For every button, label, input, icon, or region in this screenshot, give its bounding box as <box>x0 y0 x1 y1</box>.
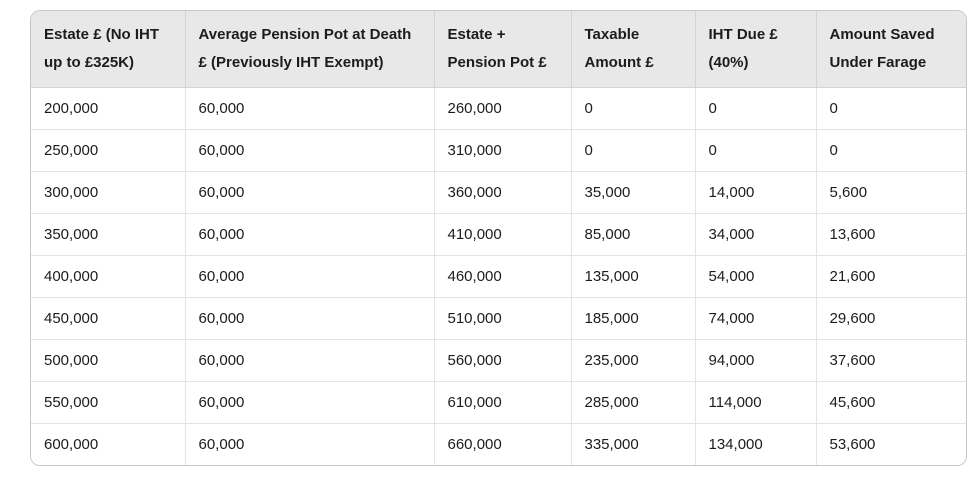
table-cell: 37,600 <box>816 339 966 382</box>
table-cell: 600,000 <box>31 423 186 465</box>
table-cell: 85,000 <box>571 213 696 256</box>
table-cell: 0 <box>695 87 817 130</box>
table-cell: 0 <box>695 129 817 172</box>
table-cell: 134,000 <box>695 423 817 465</box>
table-cell: 60,000 <box>185 297 435 340</box>
table-cell: 660,000 <box>434 423 572 465</box>
table-row: 400,000 60,000 460,000 135,000 54,000 21,600 <box>31 255 966 298</box>
table-cell: 114,000 <box>695 381 817 424</box>
table-cell: 235,000 <box>571 339 696 382</box>
table-cell: 360,000 <box>434 171 572 214</box>
table-cell: 60,000 <box>185 171 435 214</box>
table-cell: 60,000 <box>185 87 435 130</box>
table-cell: 94,000 <box>695 339 817 382</box>
table-cell: 410,000 <box>434 213 572 256</box>
table-cell: 500,000 <box>31 339 186 382</box>
table-cell: 60,000 <box>185 423 435 465</box>
column-header-0: Estate £ (No IHT up to £325K) <box>31 11 186 88</box>
table-header-row: Estate £ (No IHT up to £325K) Average Pen… <box>31 11 966 88</box>
table-cell: 14,000 <box>695 171 817 214</box>
iht-pension-table: Estate £ (No IHT up to £325K) Average Pen… <box>31 11 966 465</box>
table-cell: 510,000 <box>434 297 572 340</box>
table-cell: 53,600 <box>816 423 966 465</box>
table-cell: 54,000 <box>695 255 817 298</box>
table-cell: 135,000 <box>571 255 696 298</box>
table-cell: 0 <box>571 129 696 172</box>
table-cell: 610,000 <box>434 381 572 424</box>
table-cell: 5,600 <box>816 171 966 214</box>
column-header-4: IHT Due £ (40%) <box>695 11 817 88</box>
table-cell: 60,000 <box>185 339 435 382</box>
iht-pension-table-card: Estate £ (No IHT up to £325K) Average Pen… <box>30 10 967 466</box>
table-cell: 13,600 <box>816 213 966 256</box>
table-cell: 0 <box>816 129 966 172</box>
table-cell: 350,000 <box>31 213 186 256</box>
table-cell: 185,000 <box>571 297 696 340</box>
table-cell: 550,000 <box>31 381 186 424</box>
table-cell: 45,600 <box>816 381 966 424</box>
column-header-3: Taxable Amount £ <box>571 11 696 88</box>
table-cell: 74,000 <box>695 297 817 340</box>
table-cell: 400,000 <box>31 255 186 298</box>
table-cell: 560,000 <box>434 339 572 382</box>
table-row: 300,000 60,000 360,000 35,000 14,000 5,600 <box>31 171 966 214</box>
table-cell: 310,000 <box>434 129 572 172</box>
table-cell: 450,000 <box>31 297 186 340</box>
table-cell: 60,000 <box>185 255 435 298</box>
column-header-5: Amount Saved Under Farage <box>816 11 966 88</box>
table-cell: 300,000 <box>31 171 186 214</box>
table-cell: 60,000 <box>185 381 435 424</box>
table-cell: 29,600 <box>816 297 966 340</box>
table-cell: 21,600 <box>816 255 966 298</box>
table-cell: 34,000 <box>695 213 817 256</box>
table-cell: 0 <box>816 87 966 130</box>
column-header-1: Average Pension Pot at Death £ (Previous… <box>185 11 435 88</box>
table-cell: 0 <box>571 87 696 130</box>
table-cell: 285,000 <box>571 381 696 424</box>
column-header-2: Estate + Pension Pot £ <box>434 11 572 88</box>
table-row: 350,000 60,000 410,000 85,000 34,000 13,600 <box>31 213 966 256</box>
table-cell: 35,000 <box>571 171 696 214</box>
table-cell: 60,000 <box>185 213 435 256</box>
table-row: 450,000 60,000 510,000 185,000 74,000 29,600 <box>31 297 966 340</box>
table-cell: 335,000 <box>571 423 696 465</box>
table-row: 500,000 60,000 560,000 235,000 94,000 37,600 <box>31 339 966 382</box>
table-row: 550,000 60,000 610,000 285,000 114,000 45,600 <box>31 381 966 424</box>
table-row: 250,000 60,000 310,000 0 0 0 <box>31 129 966 172</box>
table-cell: 250,000 <box>31 129 186 172</box>
table-cell: 60,000 <box>185 129 435 172</box>
table-cell: 260,000 <box>434 87 572 130</box>
table-row: 600,000 60,000 660,000 335,000 134,000 53,600 <box>31 423 966 465</box>
table-row: 200,000 60,000 260,000 0 0 0 <box>31 87 966 130</box>
table-cell: 200,000 <box>31 87 186 130</box>
table-cell: 460,000 <box>434 255 572 298</box>
